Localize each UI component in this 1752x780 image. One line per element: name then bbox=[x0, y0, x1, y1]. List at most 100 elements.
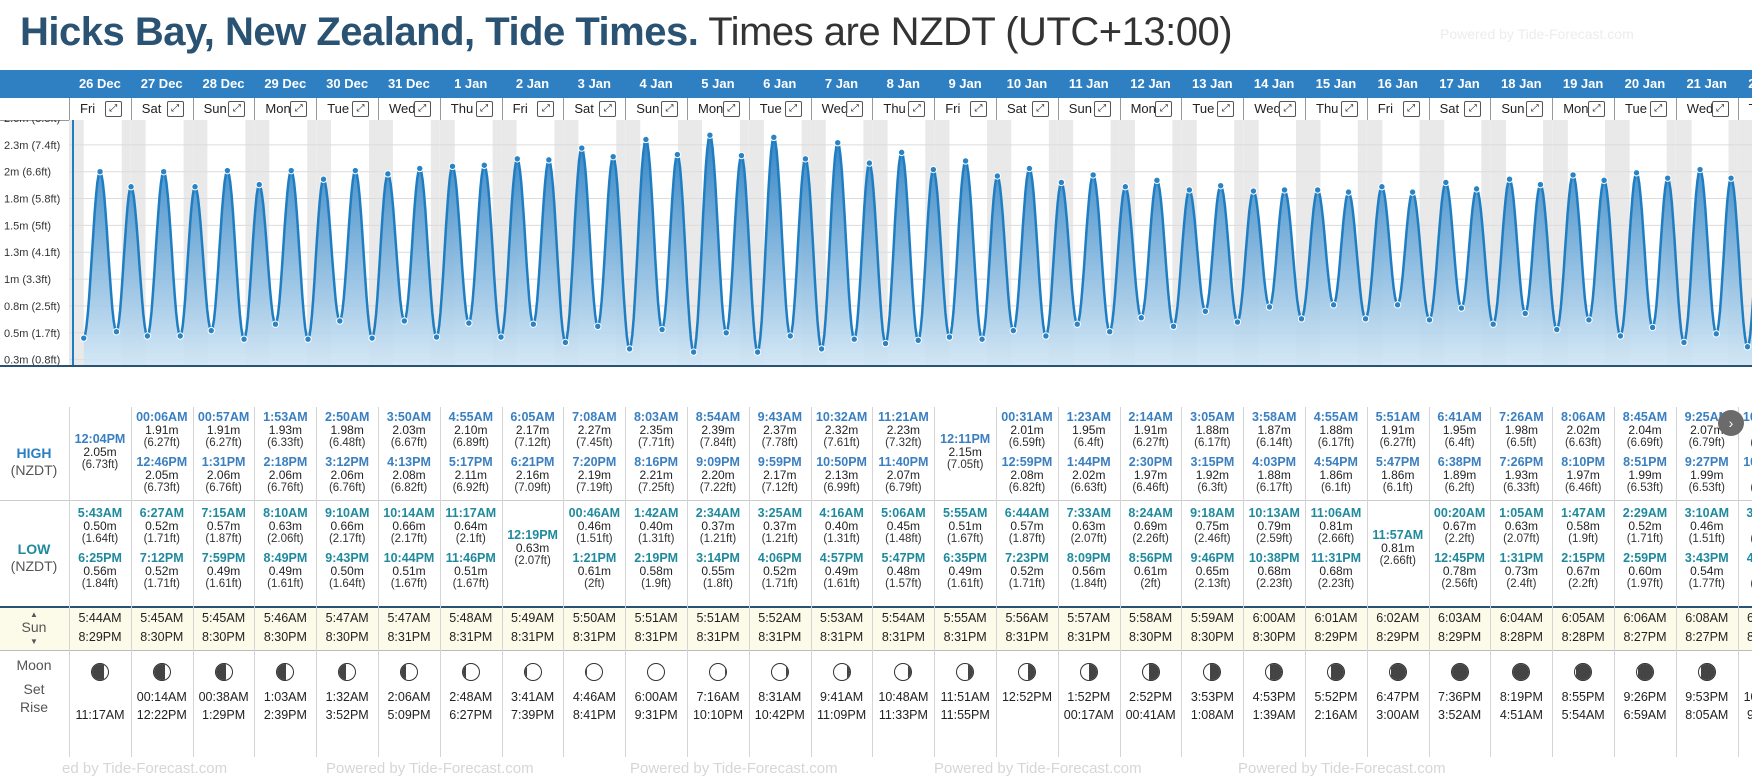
powered-by-footer[interactable]: Powered by Tide-Forecast.com bbox=[630, 760, 838, 777]
tide-point[interactable] bbox=[207, 326, 215, 335]
tide-point[interactable] bbox=[1505, 175, 1514, 183]
expand-icon[interactable]: ⤢ bbox=[722, 101, 740, 117]
tide-point[interactable] bbox=[1727, 174, 1735, 182]
tide-point[interactable] bbox=[287, 166, 295, 175]
tide-point[interactable] bbox=[1585, 316, 1593, 324]
tide-point[interactable] bbox=[176, 332, 184, 340]
expand-icon[interactable]: ⤢ bbox=[1464, 101, 1482, 117]
expand-icon[interactable]: ⤢ bbox=[537, 101, 555, 117]
tide-point[interactable] bbox=[1153, 176, 1161, 184]
tide-point[interactable] bbox=[1425, 316, 1434, 324]
tide-point[interactable] bbox=[191, 183, 199, 191]
tide-point[interactable] bbox=[223, 166, 232, 175]
tide-point[interactable] bbox=[801, 155, 810, 163]
tide-point[interactable] bbox=[658, 325, 666, 334]
expand-icon[interactable]: ⤢ bbox=[1217, 101, 1235, 117]
tide-point[interactable] bbox=[1329, 301, 1338, 309]
tide-point[interactable] bbox=[1073, 320, 1081, 328]
expand-icon[interactable]: ⤢ bbox=[351, 101, 369, 117]
tide-point[interactable] bbox=[96, 167, 104, 176]
tide-point[interactable] bbox=[1265, 303, 1274, 311]
tide-point[interactable] bbox=[1089, 171, 1097, 179]
expand-icon[interactable]: ⤢ bbox=[104, 101, 122, 117]
tide-point[interactable] bbox=[642, 135, 650, 144]
tide-point[interactable] bbox=[1680, 338, 1688, 347]
tide-point[interactable] bbox=[529, 320, 538, 328]
tide-point[interactable] bbox=[271, 320, 280, 328]
tide-point[interactable] bbox=[1185, 186, 1194, 194]
tide-point[interactable] bbox=[1025, 164, 1034, 173]
tide-point[interactable] bbox=[1696, 165, 1704, 174]
tide-point[interactable] bbox=[497, 333, 505, 341]
tide-point[interactable] bbox=[1057, 178, 1066, 187]
tide-point[interactable] bbox=[1632, 169, 1641, 177]
tide-point[interactable] bbox=[1042, 332, 1050, 340]
expand-icon[interactable]: ⤢ bbox=[660, 101, 678, 117]
tide-point[interactable] bbox=[400, 317, 409, 325]
tide-point[interactable] bbox=[786, 332, 794, 340]
tide-point[interactable] bbox=[127, 183, 135, 191]
tide-point[interactable] bbox=[448, 162, 457, 171]
tide-point[interactable] bbox=[737, 151, 746, 160]
expand-icon[interactable]: ⤢ bbox=[784, 101, 802, 117]
tide-point[interactable] bbox=[545, 156, 553, 164]
expand-icon[interactable]: ⤢ bbox=[1402, 101, 1420, 117]
powered-by-footer[interactable]: Powered by Tide-Forecast.com bbox=[1238, 760, 1446, 777]
tide-point[interactable] bbox=[1121, 183, 1130, 191]
tide-point[interactable] bbox=[1344, 188, 1353, 196]
tide-point[interactable] bbox=[1457, 304, 1466, 312]
expand-icon[interactable]: ⤢ bbox=[413, 101, 431, 117]
tide-point[interactable] bbox=[368, 334, 376, 342]
tide-point[interactable] bbox=[945, 333, 954, 341]
tide-point[interactable] bbox=[1137, 314, 1145, 322]
tide-point[interactable] bbox=[240, 335, 248, 343]
tide-point[interactable] bbox=[594, 322, 602, 331]
tide-point[interactable] bbox=[351, 166, 360, 175]
tide-point[interactable] bbox=[770, 133, 778, 142]
expand-icon[interactable]: ⤢ bbox=[1526, 101, 1544, 117]
tide-point[interactable] bbox=[1249, 187, 1258, 195]
tide-point[interactable] bbox=[578, 144, 586, 152]
tide-point[interactable] bbox=[1712, 330, 1720, 338]
tide-point[interactable] bbox=[993, 172, 1002, 180]
tide-point[interactable] bbox=[1408, 188, 1417, 196]
tide-point[interactable] bbox=[1521, 309, 1529, 318]
tide-point[interactable] bbox=[1378, 183, 1386, 191]
tide-point[interactable] bbox=[159, 167, 168, 176]
tide-point[interactable] bbox=[1280, 186, 1289, 194]
tide-point[interactable] bbox=[561, 338, 570, 347]
scroll-right-handle[interactable]: › bbox=[1718, 410, 1744, 436]
tide-point[interactable] bbox=[1536, 180, 1545, 189]
tide-point[interactable] bbox=[1297, 315, 1306, 323]
expand-icon[interactable]: ⤢ bbox=[1093, 101, 1111, 117]
tide-point[interactable] bbox=[609, 152, 617, 161]
tide-point[interactable] bbox=[1616, 332, 1625, 340]
tide-point[interactable] bbox=[1313, 186, 1322, 194]
expand-icon[interactable]: ⤢ bbox=[166, 101, 184, 117]
tide-point[interactable] bbox=[384, 170, 392, 178]
tide-point[interactable] bbox=[865, 159, 874, 167]
powered-by-footer[interactable]: Powered by Tide-Forecast.com bbox=[934, 760, 1142, 777]
tide-point[interactable] bbox=[1361, 315, 1370, 323]
powered-by-footer[interactable]: ed by Tide-Forecast.com bbox=[62, 760, 228, 777]
tide-point[interactable] bbox=[1663, 174, 1672, 182]
expand-icon[interactable]: ⤢ bbox=[228, 101, 246, 117]
expand-icon[interactable]: ⤢ bbox=[1340, 101, 1358, 117]
tide-point[interactable] bbox=[1169, 322, 1178, 331]
tide-point[interactable] bbox=[1393, 301, 1402, 309]
tide-point[interactable] bbox=[513, 155, 521, 163]
tide-point[interactable] bbox=[112, 328, 121, 336]
tide-point[interactable] bbox=[1009, 326, 1018, 335]
tide-point[interactable] bbox=[1553, 325, 1561, 334]
tide-point[interactable] bbox=[480, 161, 489, 169]
tide-point[interactable] bbox=[753, 348, 762, 356]
tide-point[interactable] bbox=[929, 165, 938, 174]
expand-icon[interactable]: ⤢ bbox=[908, 101, 926, 117]
expand-icon[interactable]: ⤢ bbox=[1649, 101, 1667, 117]
expand-icon[interactable]: ⤢ bbox=[846, 101, 864, 117]
tide-point[interactable] bbox=[914, 336, 922, 345]
tide-point[interactable] bbox=[689, 348, 698, 356]
tide-point[interactable] bbox=[625, 345, 634, 353]
tide-point[interactable] bbox=[304, 335, 312, 343]
powered-by-footer[interactable]: Powered by Tide-Forecast.com bbox=[326, 760, 534, 777]
